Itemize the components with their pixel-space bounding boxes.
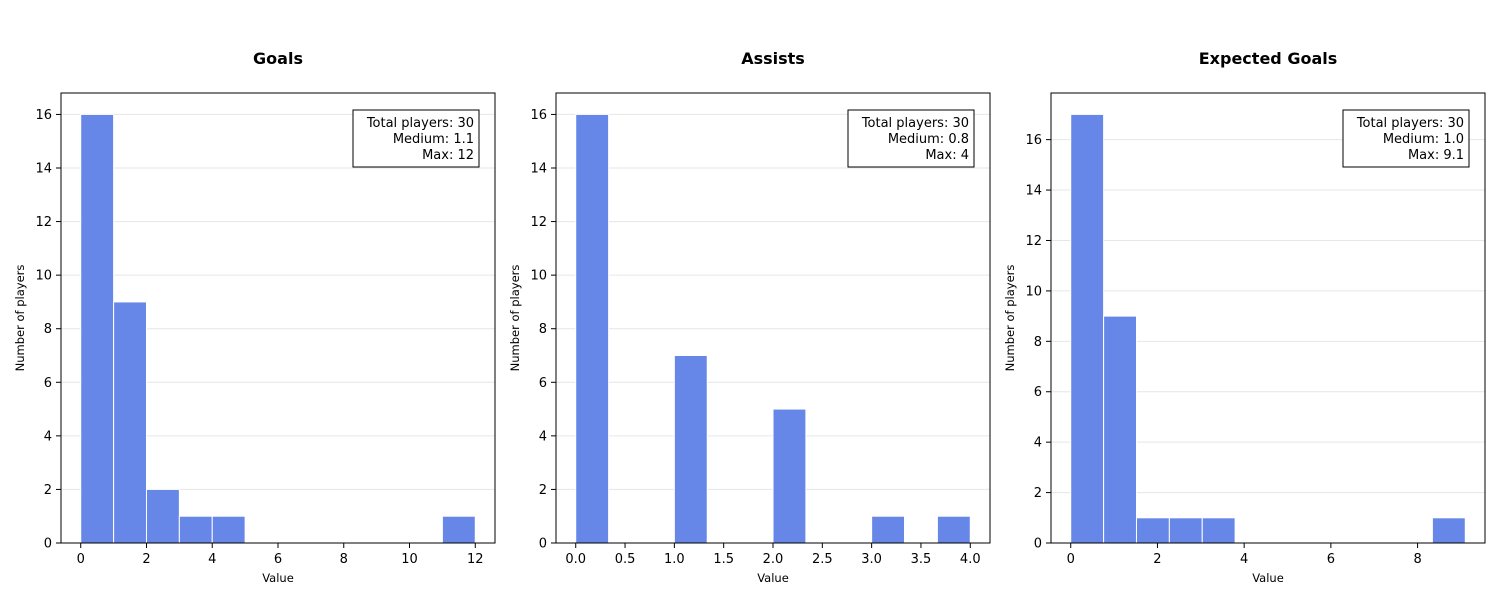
x-tick-label: 4	[1240, 552, 1248, 567]
y-tick-label: 4	[539, 429, 547, 444]
histogram-bar	[936, 515, 971, 544]
x-axis-label: Value	[262, 571, 294, 585]
y-tick-label: 2	[1034, 486, 1042, 501]
x-tick-label: 0	[77, 552, 85, 567]
histogram-bar	[1168, 517, 1203, 544]
x-axis-label: Value	[757, 571, 789, 585]
y-tick-label: 6	[44, 376, 52, 391]
x-tick-label: 2	[1153, 552, 1161, 567]
y-tick-label: 12	[1025, 234, 1042, 249]
stats-box	[352, 109, 480, 168]
histogram-bar	[1070, 113, 1105, 544]
x-tick-label: 4.0	[960, 552, 981, 567]
y-tick-label: 4	[1034, 436, 1042, 451]
histogram-bar	[772, 408, 807, 544]
y-tick-label: 16	[1025, 133, 1042, 148]
x-tick-label: 4	[208, 552, 216, 567]
histogram-bar	[145, 488, 180, 544]
y-tick-label: 12	[530, 215, 547, 230]
y-tick-label: 0	[1034, 537, 1042, 552]
y-tick-label: 6	[1034, 385, 1042, 400]
x-tick-label: 3.0	[861, 552, 882, 567]
histogram-bar	[871, 515, 906, 544]
histogram-panel-expected-goals: 0 2 4 6 8 0 2 4 6 8 10 12 14 16 Expected Goals Value Num…	[1003, 49, 1486, 585]
x-tick-label: 6	[274, 552, 282, 567]
y-tick-label: 2	[44, 483, 52, 498]
x-tick-label: 1.0	[664, 552, 685, 567]
stats-line: Medium: 0.8	[888, 132, 969, 147]
histogram-bar	[1201, 517, 1236, 544]
x-tick-label: 6	[1327, 552, 1335, 567]
histogram-bar	[441, 515, 476, 544]
histogram-bar	[575, 113, 610, 544]
stats-line: Total players: 30	[1356, 116, 1464, 131]
y-tick-label: 10	[1025, 284, 1042, 299]
x-axis-label: Value	[1252, 571, 1284, 585]
histogram-bar	[113, 301, 147, 544]
histogram-bar	[1135, 517, 1170, 544]
y-tick-label: 12	[35, 215, 52, 230]
stats-line: Max: 12	[422, 148, 474, 163]
y-tick-label: 0	[539, 537, 547, 552]
x-tick-label: 2.5	[812, 552, 833, 567]
x-tick-label: 0.5	[615, 552, 636, 567]
x-tick-label: 2.0	[763, 552, 784, 567]
stats-line: Total players: 30	[861, 116, 969, 131]
histogram-bar	[673, 355, 708, 544]
y-tick-label: 8	[539, 322, 547, 337]
y-tick-label: 16	[35, 108, 52, 123]
x-tick-label: 1.5	[713, 552, 734, 567]
stats-line: Max: 9.1	[1408, 148, 1464, 163]
x-tick-label: 8	[1413, 552, 1421, 567]
y-tick-label: 10	[530, 269, 547, 284]
y-axis-label: Number of players	[13, 265, 27, 372]
histogram-bar	[80, 113, 115, 544]
y-tick-label: 4	[44, 429, 52, 444]
x-tick-label: 0.0	[565, 552, 586, 567]
y-tick-label: 10	[35, 269, 52, 284]
y-tick-label: 0	[44, 537, 52, 552]
stats-box	[1342, 109, 1470, 168]
stats-line: Medium: 1.1	[393, 132, 474, 147]
y-tick-label: 2	[539, 483, 547, 498]
stats-box	[847, 109, 975, 168]
y-tick-label: 16	[530, 108, 547, 123]
histogram-bar	[178, 515, 213, 544]
chart-title: Expected Goals	[1199, 49, 1338, 68]
x-tick-label: 8	[340, 552, 348, 567]
y-tick-label: 14	[35, 162, 52, 177]
histogram-panel-goals: 0 2 4 6 8 10 12 0 2 4 6 8 10 12 14 16 Goals Value Number o…	[13, 49, 496, 585]
histogram-bar	[1103, 315, 1137, 544]
stats-line: Medium: 1.0	[1383, 132, 1464, 147]
y-tick-label: 14	[1025, 184, 1042, 199]
stats-line: Total players: 30	[366, 116, 474, 131]
histogram-bar	[1431, 517, 1466, 544]
x-tick-label: 12	[467, 552, 484, 567]
chart-title: Goals	[253, 49, 303, 68]
stats-line: Max: 4	[925, 148, 969, 163]
x-tick-label: 2	[142, 552, 150, 567]
chart-title: Assists	[741, 49, 805, 68]
x-tick-label: 3.5	[911, 552, 932, 567]
y-tick-label: 8	[44, 322, 52, 337]
y-tick-label: 8	[1034, 335, 1042, 350]
histogram-bar	[211, 515, 246, 544]
x-tick-label: 10	[401, 552, 418, 567]
histogram-panel-assists: 0.0 0.5 1.0 1.5 2.0 2.5 3.0 3.5 4.0 0 2 4 6 8 10 12 14 16…	[508, 49, 991, 585]
y-axis-label: Number of players	[508, 265, 522, 372]
y-axis-label: Number of players	[1003, 265, 1017, 372]
y-tick-label: 14	[530, 162, 547, 177]
axes-frame	[1050, 92, 1486, 544]
y-tick-label: 6	[539, 376, 547, 391]
x-tick-label: 0	[1067, 552, 1075, 567]
